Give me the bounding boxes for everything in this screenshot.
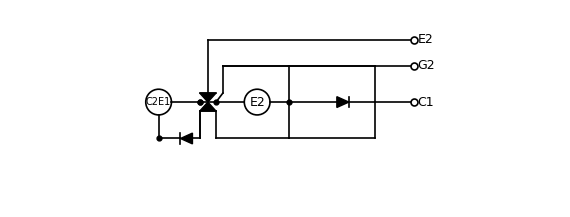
Text: E2: E2: [249, 95, 265, 108]
Polygon shape: [200, 93, 216, 102]
Text: C2E1: C2E1: [146, 97, 171, 107]
Text: G2: G2: [417, 59, 435, 72]
Polygon shape: [181, 133, 193, 144]
Text: E2: E2: [417, 33, 433, 46]
Polygon shape: [200, 102, 216, 111]
Text: C1: C1: [417, 95, 434, 108]
Polygon shape: [337, 97, 349, 107]
